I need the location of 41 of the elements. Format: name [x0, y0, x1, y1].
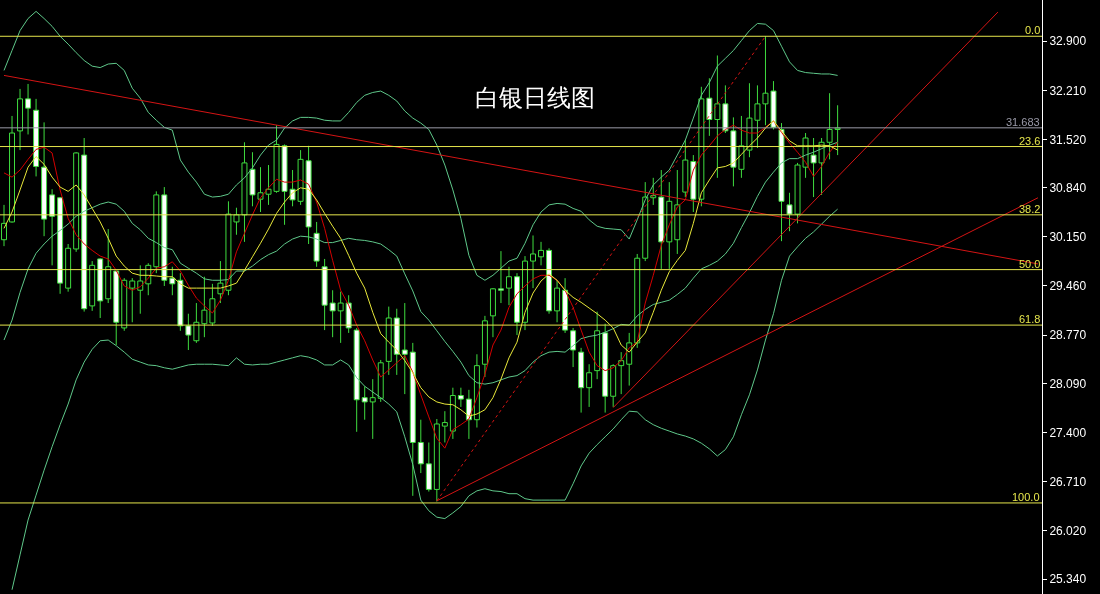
y-tick-label: 32.210: [1049, 83, 1087, 98]
line-series: [11, 208, 839, 591]
y-tick-label: 28.770: [1049, 328, 1087, 343]
candlestick: [25, 83, 32, 135]
y-tick-label: 27.400: [1049, 425, 1087, 440]
candlestick: [538, 241, 545, 266]
annotation: 23.6: [1019, 135, 1041, 147]
candlestick: [570, 327, 577, 368]
candlestick: [417, 419, 424, 474]
text: 白银日线图: [475, 84, 596, 113]
candlestick: [505, 266, 512, 306]
candlestick: [497, 250, 504, 304]
y-tick-label: 30.150: [1049, 230, 1087, 245]
y-tick-label: 26.020: [1049, 523, 1087, 538]
candlestick: [337, 291, 344, 344]
annotation: 50.0: [1019, 258, 1041, 270]
annotation: 38.2: [1019, 203, 1041, 215]
y-tick-label: 28.090: [1049, 376, 1087, 391]
line-series: [3, 10, 839, 281]
candlestick: [457, 387, 464, 408]
y-tick-label: 25.340: [1049, 572, 1087, 587]
candlestick: [129, 277, 136, 323]
ref-line-label: 31.683: [1006, 116, 1040, 128]
candlestick: [329, 289, 336, 338]
candlestick: [401, 302, 408, 395]
candlestick: [369, 378, 376, 440]
annotation: 100.0: [1012, 491, 1040, 503]
annotation: 61.8: [1019, 313, 1041, 325]
candlestick: [586, 363, 593, 408]
y-tick-label: 30.840: [1049, 181, 1087, 195]
candlestick: [530, 234, 537, 289]
y-tick-label: 32.900: [1049, 34, 1087, 49]
annotation: 0.0: [1025, 24, 1041, 36]
candlestick: [554, 279, 561, 323]
line-series: [3, 141, 839, 385]
y-tick-label: 26.710: [1049, 474, 1087, 489]
candlestick: [361, 385, 368, 421]
candlestick: [49, 188, 56, 266]
y-tick-label: 29.460: [1049, 279, 1087, 294]
candlestick: [441, 410, 448, 443]
y-tick-label: 31.520: [1049, 132, 1087, 147]
